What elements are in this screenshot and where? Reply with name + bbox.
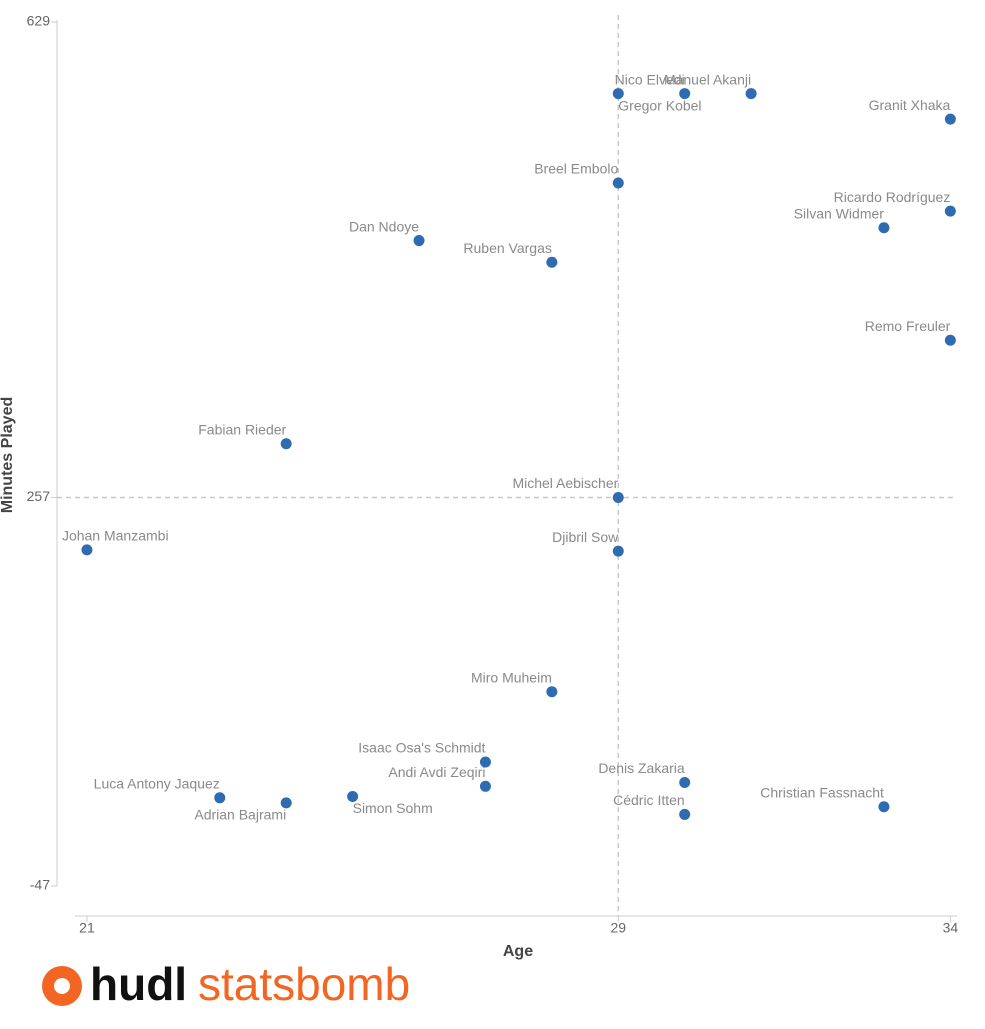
point-label: Luca Antony Jaquez <box>94 776 220 792</box>
point <box>546 256 558 268</box>
point-label: Ricardo Rodríguez <box>834 189 951 205</box>
point <box>944 205 956 217</box>
logo-icon <box>54 978 70 994</box>
point-label: Dan Ndoye <box>349 218 419 234</box>
point <box>612 545 624 557</box>
point <box>280 797 292 809</box>
logo-brand: hudl <box>90 958 187 1010</box>
point-label: Adrian Bajrami <box>194 807 286 823</box>
point-label: Silvan Widmer <box>794 205 885 221</box>
point-label: Djibril Sow <box>552 529 619 545</box>
point-label: Remo Freuler <box>865 318 951 334</box>
point-label: Isaac Osa's Schmidt <box>358 740 485 756</box>
point <box>612 177 624 189</box>
point-label: Simon Sohm <box>353 800 433 816</box>
x-axis-title: Age <box>503 943 533 960</box>
x-tick-label: 34 <box>943 920 959 936</box>
point <box>679 808 691 820</box>
point <box>612 88 624 100</box>
point <box>944 113 956 125</box>
point-label: Miro Muheim <box>471 669 552 685</box>
point <box>878 801 890 813</box>
point-label: Christian Fassnacht <box>760 784 884 800</box>
point <box>878 222 890 234</box>
x-tick-label: 29 <box>610 920 626 936</box>
point-label: Breel Embolo <box>534 161 618 177</box>
y-tick-label: 629 <box>27 13 51 29</box>
point-label: Michel Aebischer <box>512 475 618 491</box>
point <box>546 686 558 698</box>
point-label: Cédric Itten <box>613 792 685 808</box>
y-axis-title: Minutes Played <box>0 397 16 513</box>
point-label: Granit Xhaka <box>869 97 951 113</box>
point-label: Andi Avdi Zeqiri <box>388 764 485 780</box>
point <box>479 780 491 792</box>
point <box>745 88 757 100</box>
point-label: Manuel Akanji <box>664 71 751 87</box>
logo: hudl statsbomb <box>42 958 410 1010</box>
x-tick-label: 21 <box>79 920 95 936</box>
y-tick-label: -47 <box>30 877 50 893</box>
point <box>81 544 93 556</box>
y-tick-label: 257 <box>27 488 51 504</box>
point-label: Fabian Rieder <box>198 421 286 437</box>
point <box>347 791 359 803</box>
point <box>612 491 624 503</box>
point-label: Johan Manzambi <box>62 528 169 544</box>
point <box>479 756 491 768</box>
point-label: Nico Elvedi <box>615 71 685 87</box>
logo-product: statsbomb <box>198 958 410 1010</box>
point <box>214 792 226 804</box>
point <box>280 438 292 450</box>
point <box>679 88 691 100</box>
point <box>679 776 691 788</box>
point-label: Denis Zakaria <box>598 760 685 776</box>
point-label: Gregor Kobel <box>618 97 701 113</box>
point <box>413 235 425 247</box>
point-label: Ruben Vargas <box>463 240 551 256</box>
point <box>944 334 956 346</box>
